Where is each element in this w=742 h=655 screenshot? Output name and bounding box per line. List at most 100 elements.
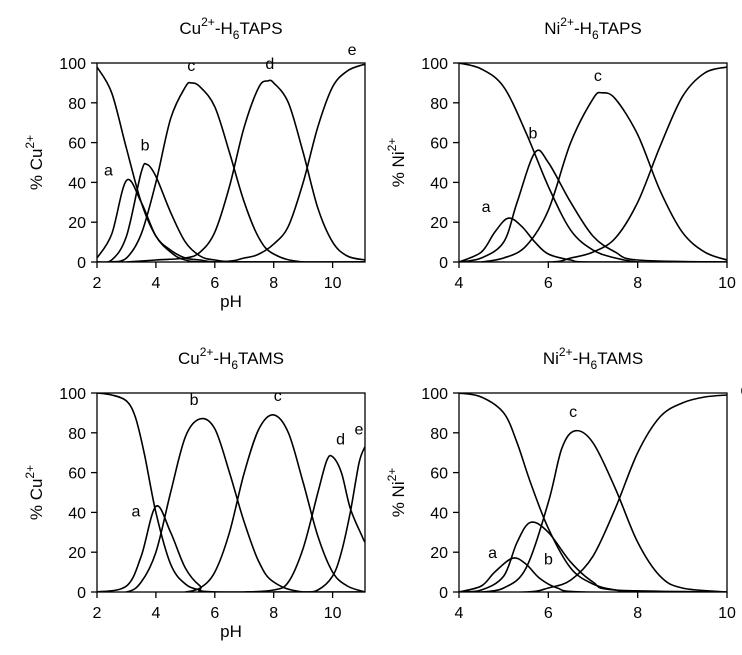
y-tick-label: 80 — [430, 426, 448, 443]
y-tick-label: 20 — [430, 215, 448, 232]
x-tick-label: 4 — [151, 605, 160, 622]
curves — [97, 63, 365, 262]
series-label-a: a — [131, 503, 140, 520]
y-tick-label: 60 — [430, 136, 448, 153]
series-line-d — [459, 66, 727, 262]
y-tick-label: 60 — [68, 136, 86, 153]
x-tick-label: 4 — [455, 275, 464, 292]
series-label-d: d — [265, 56, 274, 73]
series-line-e — [273, 446, 365, 592]
series-line-free-metal — [459, 393, 727, 592]
curves — [459, 393, 727, 592]
chart-panel-3: Cu2+-H6TAMS 0 20 40 60 80 100 2 4 6 8 10 pH % Cu2+ a b c… — [23, 345, 366, 641]
x-tick-label: 6 — [544, 605, 553, 622]
y-tick-label: 80 — [68, 426, 86, 443]
x-tick-label: 10 — [324, 275, 342, 292]
series-label-b: b — [141, 137, 150, 154]
series-label-e: e — [355, 422, 364, 439]
y-tick-label: 100 — [59, 56, 86, 73]
y-tick-label: 20 — [68, 215, 86, 232]
series-label-a: a — [488, 545, 497, 562]
series-line-free-metal — [459, 63, 727, 262]
x-tick-label: 6 — [210, 275, 219, 292]
x-tick-label: 10 — [718, 275, 736, 292]
y-tick-label: 80 — [68, 96, 86, 113]
x-tick-label: 8 — [633, 275, 642, 292]
series-label-e: e — [348, 42, 357, 59]
chart-title: Cu2+-H6TAPS — [179, 15, 282, 42]
chart-title: Ni2+-H6TAMS — [543, 345, 643, 372]
series-label-b: b — [544, 551, 553, 568]
series-line-a — [459, 557, 727, 592]
series-line-c — [111, 81, 365, 262]
series-line-free-metal — [97, 393, 365, 592]
x-tick-label: 4 — [455, 605, 464, 622]
series-line-a — [97, 505, 365, 592]
y-tick-label: 20 — [68, 545, 86, 562]
y-tick-label: 100 — [421, 56, 448, 73]
series-line-a — [97, 178, 365, 262]
series-label-c: c — [274, 388, 282, 405]
y-tick-label: 20 — [430, 545, 448, 562]
x-tick-label: 8 — [269, 605, 278, 622]
series-line-c — [481, 91, 727, 262]
y-axis-title: % Ni2+ — [385, 138, 408, 188]
series-line-b — [97, 417, 365, 592]
y-axis-title: % Ni2+ — [385, 468, 408, 518]
x-tick-label: 6 — [210, 605, 219, 622]
series-line-a — [459, 217, 727, 262]
x-axis-title: pH — [220, 622, 242, 641]
y-tick-label: 60 — [68, 466, 86, 483]
y-tick-label: 0 — [439, 255, 448, 272]
series-label-d: d — [741, 382, 742, 399]
chart-title: Cu2+-H6TAMS — [178, 345, 284, 372]
series-label-c: c — [569, 404, 577, 421]
x-tick-label: 10 — [324, 605, 342, 622]
series-line-e — [97, 63, 365, 262]
chart-panel-4: Ni2+-H6TAMS 0 20 40 60 80 100 4 6 8 10 % Ni2+ a b c d — [385, 345, 742, 622]
chart-panel-1: Cu2+-H6TAPS 0 20 40 60 80 100 2 4 6 8 10 pH % Cu2+ a b c… — [23, 15, 366, 311]
series-line-c — [185, 414, 365, 592]
series-label-b: b — [190, 392, 199, 409]
series-line-free-metal — [97, 66, 365, 262]
y-tick-label: 40 — [430, 175, 448, 192]
x-tick-label: 10 — [718, 605, 736, 622]
plot-frame — [96, 62, 366, 263]
series-line-b — [459, 521, 727, 592]
series-label-b: b — [528, 126, 537, 143]
y-tick-label: 60 — [430, 466, 448, 483]
series-line-d — [126, 79, 365, 262]
x-tick-label: 8 — [269, 275, 278, 292]
curves — [97, 393, 365, 592]
y-axis-title: % Cu2+ — [23, 135, 46, 190]
x-tick-label: 2 — [93, 605, 102, 622]
series-label-a: a — [104, 162, 113, 179]
x-tick-label: 6 — [544, 275, 553, 292]
chart-title: Ni2+-H6TAPS — [544, 15, 642, 42]
curves — [459, 63, 727, 262]
y-tick-label: 80 — [430, 96, 448, 113]
y-axis-title: % Cu2+ — [23, 465, 46, 520]
y-tick-label: 0 — [77, 255, 86, 272]
y-tick-label: 100 — [421, 386, 448, 403]
y-tick-label: 40 — [68, 175, 86, 192]
x-tick-label: 2 — [93, 275, 102, 292]
series-label-d: d — [336, 432, 345, 449]
series-label-c: c — [187, 58, 195, 75]
plot-frame — [458, 392, 728, 593]
y-tick-label: 0 — [77, 585, 86, 602]
y-tick-label: 40 — [430, 505, 448, 522]
series-line-d — [459, 394, 727, 592]
y-tick-label: 40 — [68, 505, 86, 522]
series-line-d — [244, 454, 365, 592]
series-line-c — [481, 429, 727, 592]
plot-frame — [458, 62, 728, 263]
x-tick-label: 4 — [151, 275, 160, 292]
y-tick-label: 0 — [439, 585, 448, 602]
y-tick-label: 100 — [59, 386, 86, 403]
series-label-a: a — [482, 199, 491, 216]
x-tick-label: 8 — [633, 605, 642, 622]
x-axis-title: pH — [220, 292, 242, 311]
